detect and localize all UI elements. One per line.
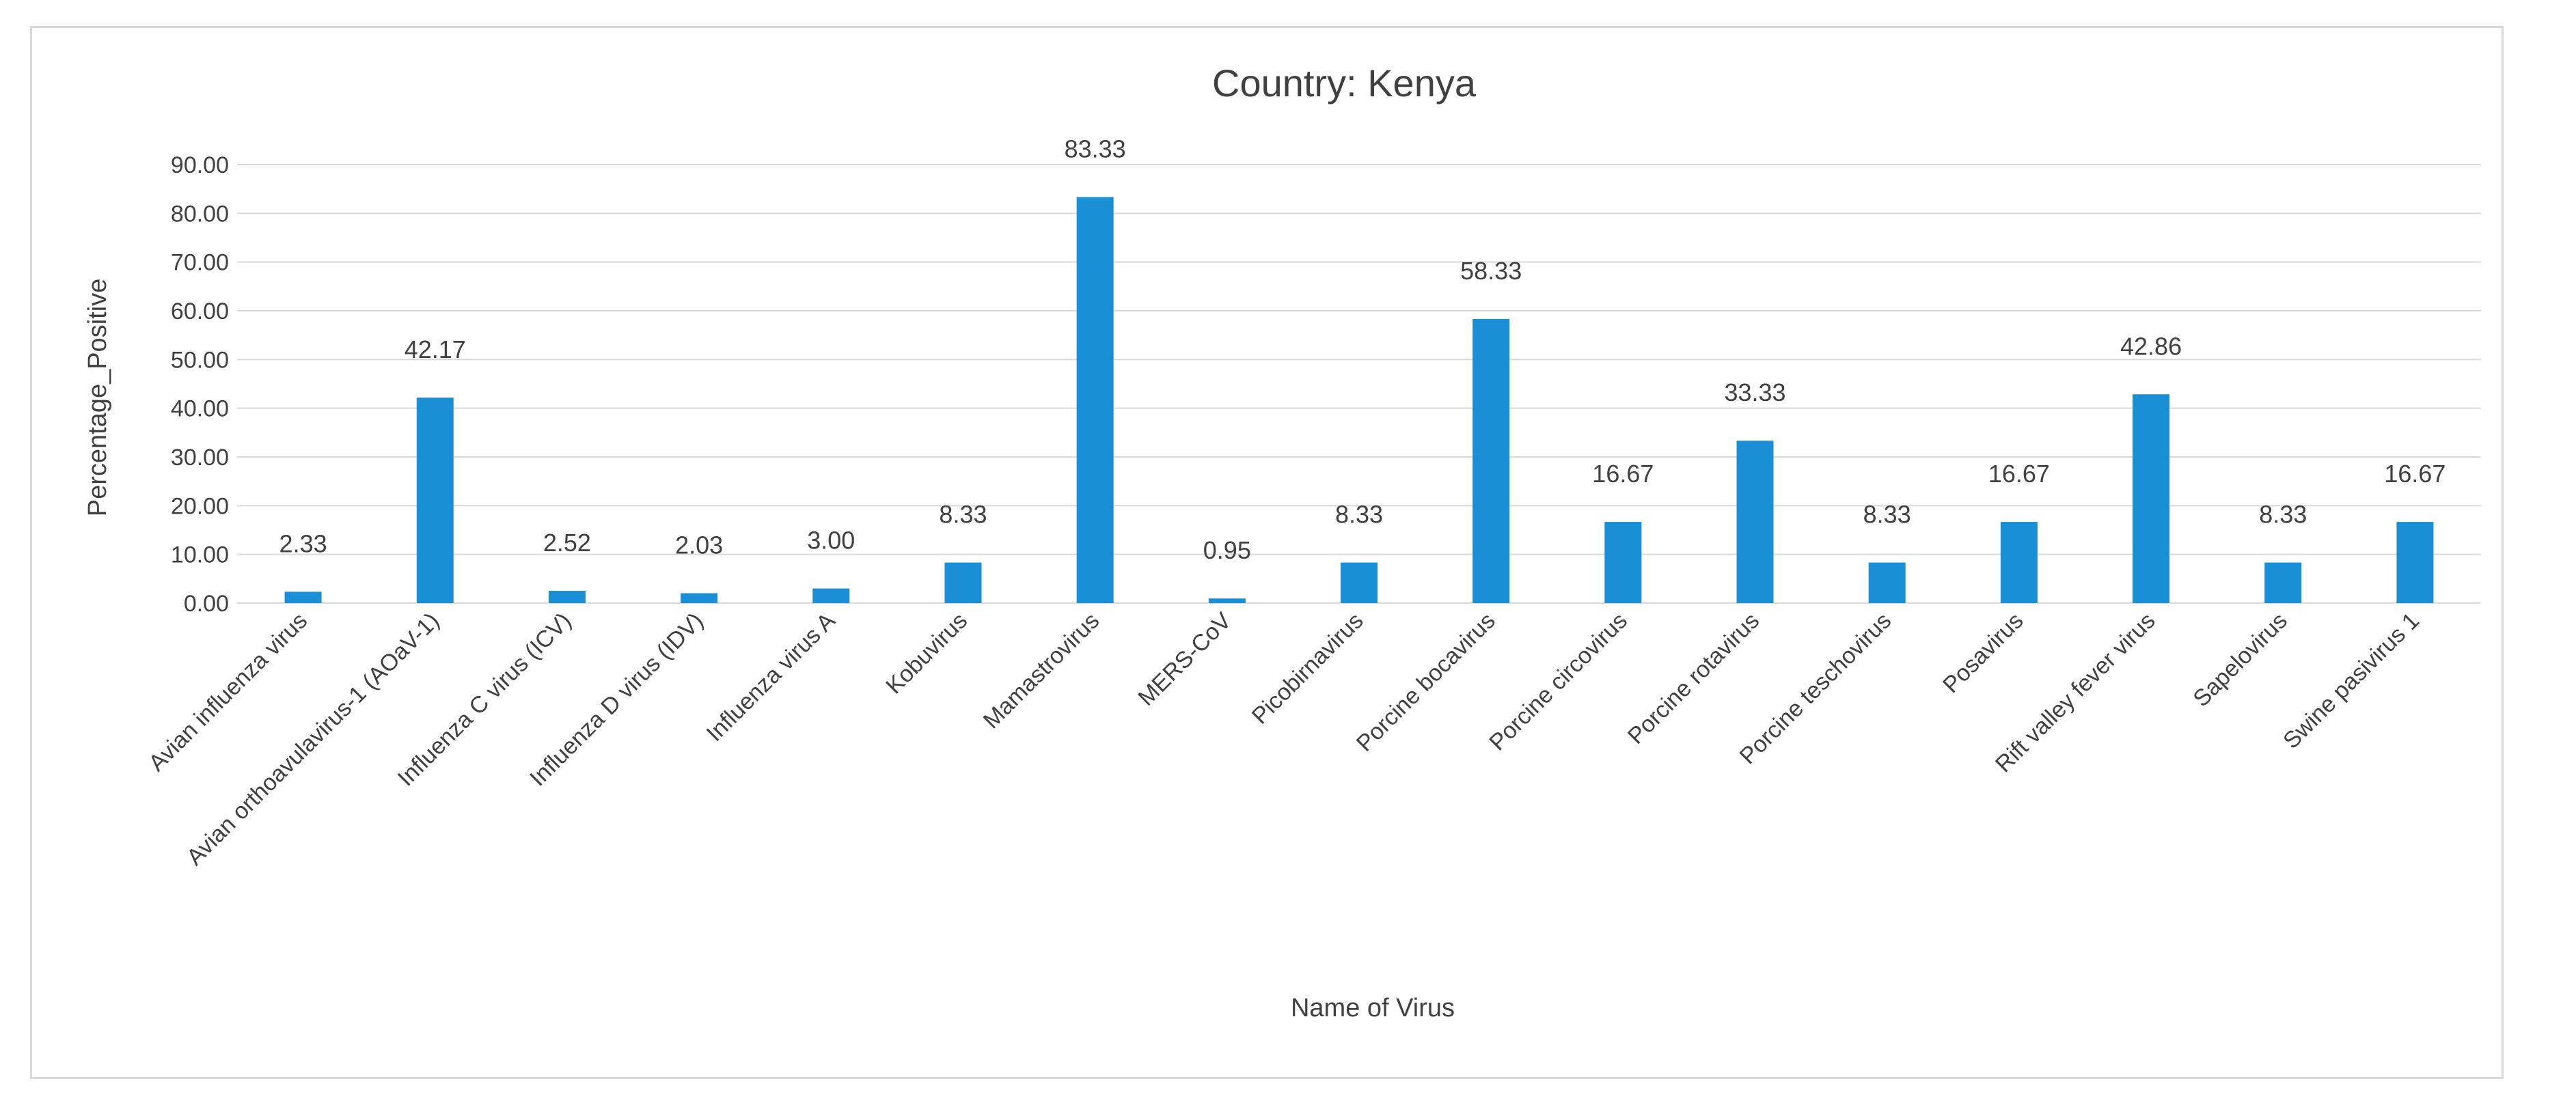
bar xyxy=(1472,318,1510,603)
x-tick-label: Porcine teschovirus xyxy=(1735,608,1897,770)
x-tick-label: Kobuvirus xyxy=(881,608,972,699)
y-tick-label: 20.00 xyxy=(171,493,229,519)
y-tick-label: 40.00 xyxy=(171,396,229,422)
data-labels: 2.33 42.17 2.52 2.03 3.00 8.33 83.33 0.95 8.33 58… xyxy=(279,135,2446,565)
x-tick-label: Sapelovirus xyxy=(2188,608,2292,712)
x-tick-label: Influenza virus A xyxy=(702,608,841,747)
bar xyxy=(416,398,454,603)
data-label: 2.03 xyxy=(675,531,723,559)
x-tick-label: Mamastrovirus xyxy=(978,608,1105,734)
data-label: 2.33 xyxy=(279,529,327,557)
bar xyxy=(1736,441,1774,603)
bar xyxy=(1208,598,1246,603)
y-tick-label: 10.00 xyxy=(171,542,229,568)
y-axis-label: Percentage_Positive xyxy=(83,279,112,517)
data-label: 42.86 xyxy=(2120,332,2182,360)
data-label: 3.00 xyxy=(807,527,855,555)
data-label: 8.33 xyxy=(1335,501,1383,529)
data-label: 8.33 xyxy=(939,501,987,529)
data-label: 8.33 xyxy=(1863,501,1911,529)
chart-title: Country: Kenya xyxy=(1212,61,1477,105)
y-tick-label: 0.00 xyxy=(184,591,229,617)
data-label: 58.33 xyxy=(1460,257,1522,285)
data-label: 33.33 xyxy=(1724,378,1785,406)
x-tick-label: Porcine circovirus xyxy=(1484,608,1632,756)
bar-chart: Country: Kenya Percentage_Positive Name … xyxy=(83,61,2481,1022)
x-tick-label: Swine pasivirus 1 xyxy=(2278,608,2424,754)
bar xyxy=(2000,522,2038,603)
x-tick-label: Porcine bocavirus xyxy=(1352,608,1501,757)
data-label: 16.67 xyxy=(1988,460,2050,488)
x-tick-label: MERS-CoV xyxy=(1133,608,1236,711)
bar xyxy=(1604,522,1642,603)
bar xyxy=(2264,562,2302,603)
data-label: 8.33 xyxy=(2259,501,2307,529)
data-label: 16.67 xyxy=(1592,460,1654,488)
bar xyxy=(2396,522,2434,603)
bar xyxy=(1341,562,1378,603)
data-label: 0.95 xyxy=(1203,536,1251,564)
bar xyxy=(548,591,586,603)
y-tick-label: 70.00 xyxy=(171,250,229,276)
data-label: 16.67 xyxy=(2384,460,2445,488)
y-tick-label: 50.00 xyxy=(171,347,229,373)
x-tick-label: Avian orthoavulavirus-1 (AOaV-1) xyxy=(182,608,445,871)
x-tick-label: Posavirus xyxy=(1938,608,2028,698)
bar xyxy=(944,562,982,603)
y-tick-label: 60.00 xyxy=(171,298,229,324)
y-tick-label: 90.00 xyxy=(171,152,229,178)
x-tick-label: Picobirnavirus xyxy=(1247,608,1369,729)
bar xyxy=(2133,394,2170,603)
y-tick-labels: 0.00 10.00 20.00 30.00 40.00 50.00 60.00 70.00 8… xyxy=(171,152,229,617)
bar xyxy=(1868,562,1906,603)
data-label: 83.33 xyxy=(1065,135,1126,163)
y-tick-label: 80.00 xyxy=(171,201,229,227)
bar xyxy=(812,588,850,603)
bars xyxy=(284,197,2434,603)
bar xyxy=(681,593,718,603)
y-tick-label: 30.00 xyxy=(171,445,229,471)
x-tick-label: Porcine rotavirus xyxy=(1623,608,1764,749)
chart-frame: Country: Kenya Percentage_Positive Name … xyxy=(30,26,2504,1079)
bar xyxy=(284,591,322,603)
data-label: 42.17 xyxy=(405,335,466,363)
bar xyxy=(1076,197,1114,603)
data-label: 2.52 xyxy=(543,529,591,557)
x-axis-label: Name of Virus xyxy=(1291,994,1455,1022)
gridlines xyxy=(237,164,2481,604)
